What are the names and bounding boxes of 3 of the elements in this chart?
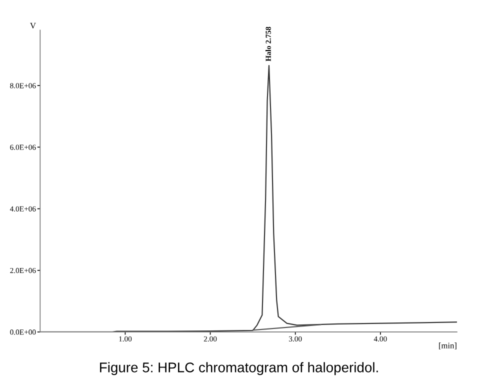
- caption: Figure 5: HPLC chromatogram of haloperidol.: [100, 362, 378, 376]
- x-axis-title: [min]: [439, 342, 456, 350]
- y-axis-title: V: [30, 22, 36, 28]
